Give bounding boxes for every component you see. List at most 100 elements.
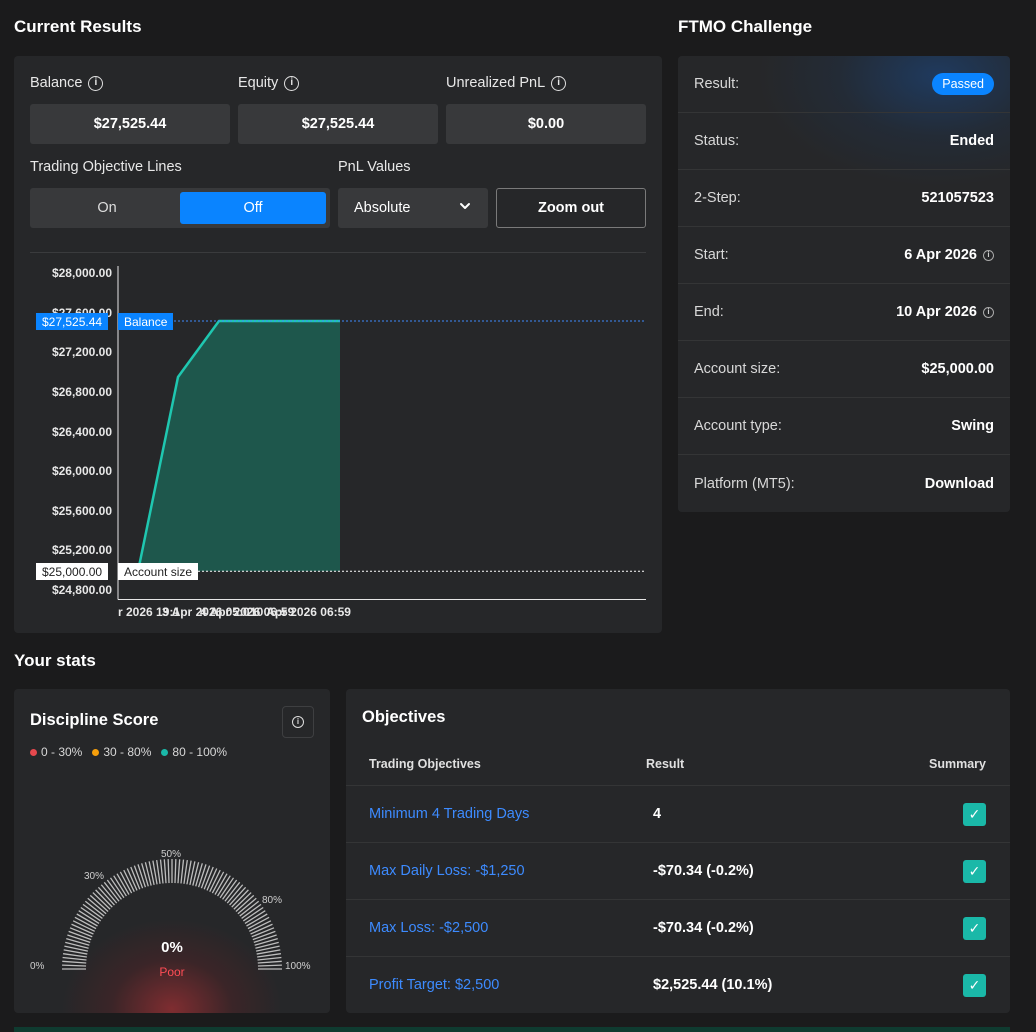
discipline-score: 0% <box>161 939 183 956</box>
gauge-tick <box>177 859 181 884</box>
legend-item: 30 - 80% <box>92 745 151 759</box>
gauge-tick <box>192 862 200 886</box>
x-tick-label: 3 Apr 2026 05:0 <box>162 605 250 619</box>
discipline-info-button[interactable]: i <box>282 706 314 738</box>
gauge-tick <box>67 934 91 944</box>
discipline-gauge <box>62 859 282 970</box>
gauge-tick <box>130 866 141 890</box>
gauge-tick <box>250 923 273 935</box>
challenge-row-result: Result: Passed <box>678 56 1010 113</box>
gauge-tick <box>148 861 155 886</box>
objective-lines-label: Trading Objective Lines <box>30 159 182 175</box>
gauge-tick <box>219 877 235 899</box>
gauge-tick <box>242 906 264 922</box>
info-icon[interactable]: i <box>983 306 994 318</box>
gauge-tick <box>62 960 87 964</box>
toggle-off-button[interactable]: Off <box>180 192 326 224</box>
y-tick-label: $25,200.00 <box>51 543 112 558</box>
gauge-tick <box>233 892 252 910</box>
x-tick-label: 10 Apr 2026 06:59 <box>250 605 351 619</box>
gauge-tick <box>159 859 164 884</box>
gauge-tick <box>156 859 161 884</box>
gauge-tick <box>183 859 188 884</box>
y-tick-label: $26,000.00 <box>51 464 112 479</box>
info-icon[interactable]: i <box>88 75 104 91</box>
gauge-tick <box>68 930 92 941</box>
objective-link[interactable]: Minimum 4 Trading Days <box>369 806 530 822</box>
gauge-tick <box>78 910 100 924</box>
gauge-tick <box>100 884 118 904</box>
gauge-tick <box>257 956 282 961</box>
download-link[interactable]: Download <box>924 475 994 492</box>
balance-chart: $28,000.00$27,600.00$27,200.00$26,800.00… <box>14 266 662 626</box>
gauge-tick <box>195 863 203 887</box>
gauge-tick <box>189 861 196 886</box>
end-value: 10 Apr 2026 <box>896 304 977 320</box>
gauge-tick <box>106 879 122 900</box>
gauge-tick <box>80 906 102 922</box>
gauge-tick <box>64 945 89 952</box>
gauge-tick <box>97 886 115 906</box>
objective-link[interactable]: Profit Target: $2,500 <box>369 977 500 993</box>
gauge-tick <box>255 945 280 952</box>
gauge-tick <box>226 884 244 904</box>
gauge-tick <box>89 894 109 912</box>
zoom-out-button[interactable]: Zoom out <box>496 188 646 228</box>
gauge-tick <box>123 869 135 892</box>
discipline-legend: 0 - 30% 30 - 80% 80 - 100% <box>30 745 227 759</box>
challenge-row-platform: Platform (MT5): Download <box>678 455 1010 512</box>
gauge-tick <box>200 865 211 889</box>
account-size-value-tag: $25,000.00 <box>36 563 109 581</box>
gauge-tick <box>256 949 281 955</box>
stats-title: Your stats <box>14 651 96 670</box>
gauge-tick <box>116 873 130 895</box>
divider <box>30 252 646 253</box>
gauge-tick <box>241 903 262 919</box>
legend-item: 0 - 30% <box>30 745 82 759</box>
gauge-tick <box>186 860 192 885</box>
challenge-row-2step: 2-Step: 521057523 <box>678 170 1010 227</box>
chart-plot <box>117 266 646 600</box>
gauge-tick <box>103 881 120 902</box>
equity-label-wrap: Equity i <box>238 75 300 91</box>
discipline-card: Discipline Score i 0 - 30% 30 - 80% 80 -… <box>14 689 330 1013</box>
objective-link[interactable]: Max Daily Loss: -$1,250 <box>369 863 525 879</box>
gauge-tick <box>72 920 95 932</box>
gauge-tick <box>126 868 138 891</box>
check-icon: ✓ <box>963 859 986 883</box>
info-icon[interactable]: i <box>551 75 567 91</box>
area-fill <box>138 321 340 572</box>
challenge-row-account-size: Account size: $25,000.00 <box>678 341 1010 398</box>
y-tick-label: $28,000.00 <box>51 266 112 280</box>
pnl-values-selected: Absolute <box>354 200 411 216</box>
gauge-tick <box>203 866 214 890</box>
2step-key: 2-Step: <box>694 190 741 206</box>
header-summary: Summary <box>929 757 986 771</box>
challenge-title: FTMO Challenge <box>678 17 813 36</box>
gauge-tick <box>257 953 282 958</box>
info-icon[interactable]: i <box>983 249 994 261</box>
challenge-card: Result: Passed Status: Ended 2-Step: 521… <box>678 56 1010 512</box>
challenge-row-end: End: 10 Apr 2026 i <box>678 284 1010 341</box>
objective-row: Max Daily Loss: -$1,250 -$70.34 (-0.2%) … <box>346 842 1010 899</box>
objective-result: -$70.34 (-0.2%) <box>653 863 754 879</box>
info-icon[interactable]: i <box>284 75 300 91</box>
orange-dot-icon <box>92 749 100 756</box>
pnl-values-label: PnL Values <box>338 159 411 175</box>
legend-item: 80 - 100% <box>161 745 227 759</box>
gauge-tick <box>95 889 113 908</box>
gauge-tick <box>180 859 185 884</box>
gauge-label-80: 80% <box>262 895 283 906</box>
balance-label: Balance <box>30 75 83 91</box>
gauge-tick <box>255 941 279 949</box>
pnl-values-select[interactable]: Absolute <box>338 188 488 228</box>
y-tick-label: $24,800.00 <box>51 583 112 598</box>
unrealized-pnl-value: $0.00 <box>446 104 646 144</box>
check-icon: ✓ <box>963 973 986 997</box>
toggle-on-button[interactable]: On <box>97 200 117 216</box>
objective-link[interactable]: Max Loss: -$2,500 <box>369 920 489 936</box>
gauge-tick <box>224 881 241 902</box>
result-badge: Passed <box>932 73 994 95</box>
gauge-tick <box>254 938 278 946</box>
gauge-tick <box>229 886 247 906</box>
